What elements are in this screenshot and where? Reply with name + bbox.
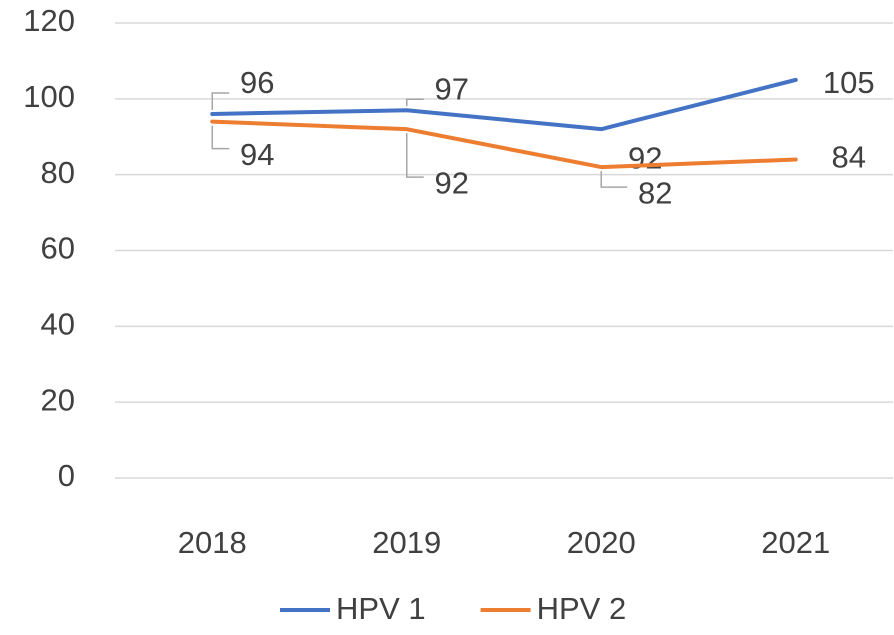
y-tick-label: 20 [41, 382, 75, 417]
y-tick-label: 40 [41, 307, 75, 342]
data-label: 84 [832, 140, 866, 175]
data-label: 105 [823, 65, 875, 100]
y-tick-label: 100 [23, 79, 75, 114]
data-label: 92 [628, 140, 662, 175]
x-tick-label: 2018 [178, 525, 247, 560]
leader-line [211, 92, 230, 110]
y-tick-label: 120 [23, 3, 75, 38]
data-label: 97 [435, 71, 469, 106]
leader-line [600, 171, 628, 188]
x-tick-label: 2021 [761, 525, 830, 560]
leader-line [406, 133, 424, 178]
leader-line [211, 125, 230, 150]
data-label: 96 [240, 65, 274, 100]
legend-label: HPV 1 [336, 591, 426, 626]
data-label: 92 [435, 165, 469, 200]
y-tick-label: 60 [41, 231, 75, 266]
leader-line [406, 98, 424, 107]
data-label: 82 [638, 175, 672, 210]
line-series [210, 119, 798, 170]
legend-label: HPV 2 [537, 591, 627, 626]
x-tick-label: 2020 [567, 525, 636, 560]
y-tick-label: 80 [41, 155, 75, 190]
line-series [210, 77, 798, 132]
x-tick-label: 2019 [372, 525, 441, 560]
y-tick-label: 0 [58, 458, 75, 493]
data-label: 94 [240, 137, 274, 172]
